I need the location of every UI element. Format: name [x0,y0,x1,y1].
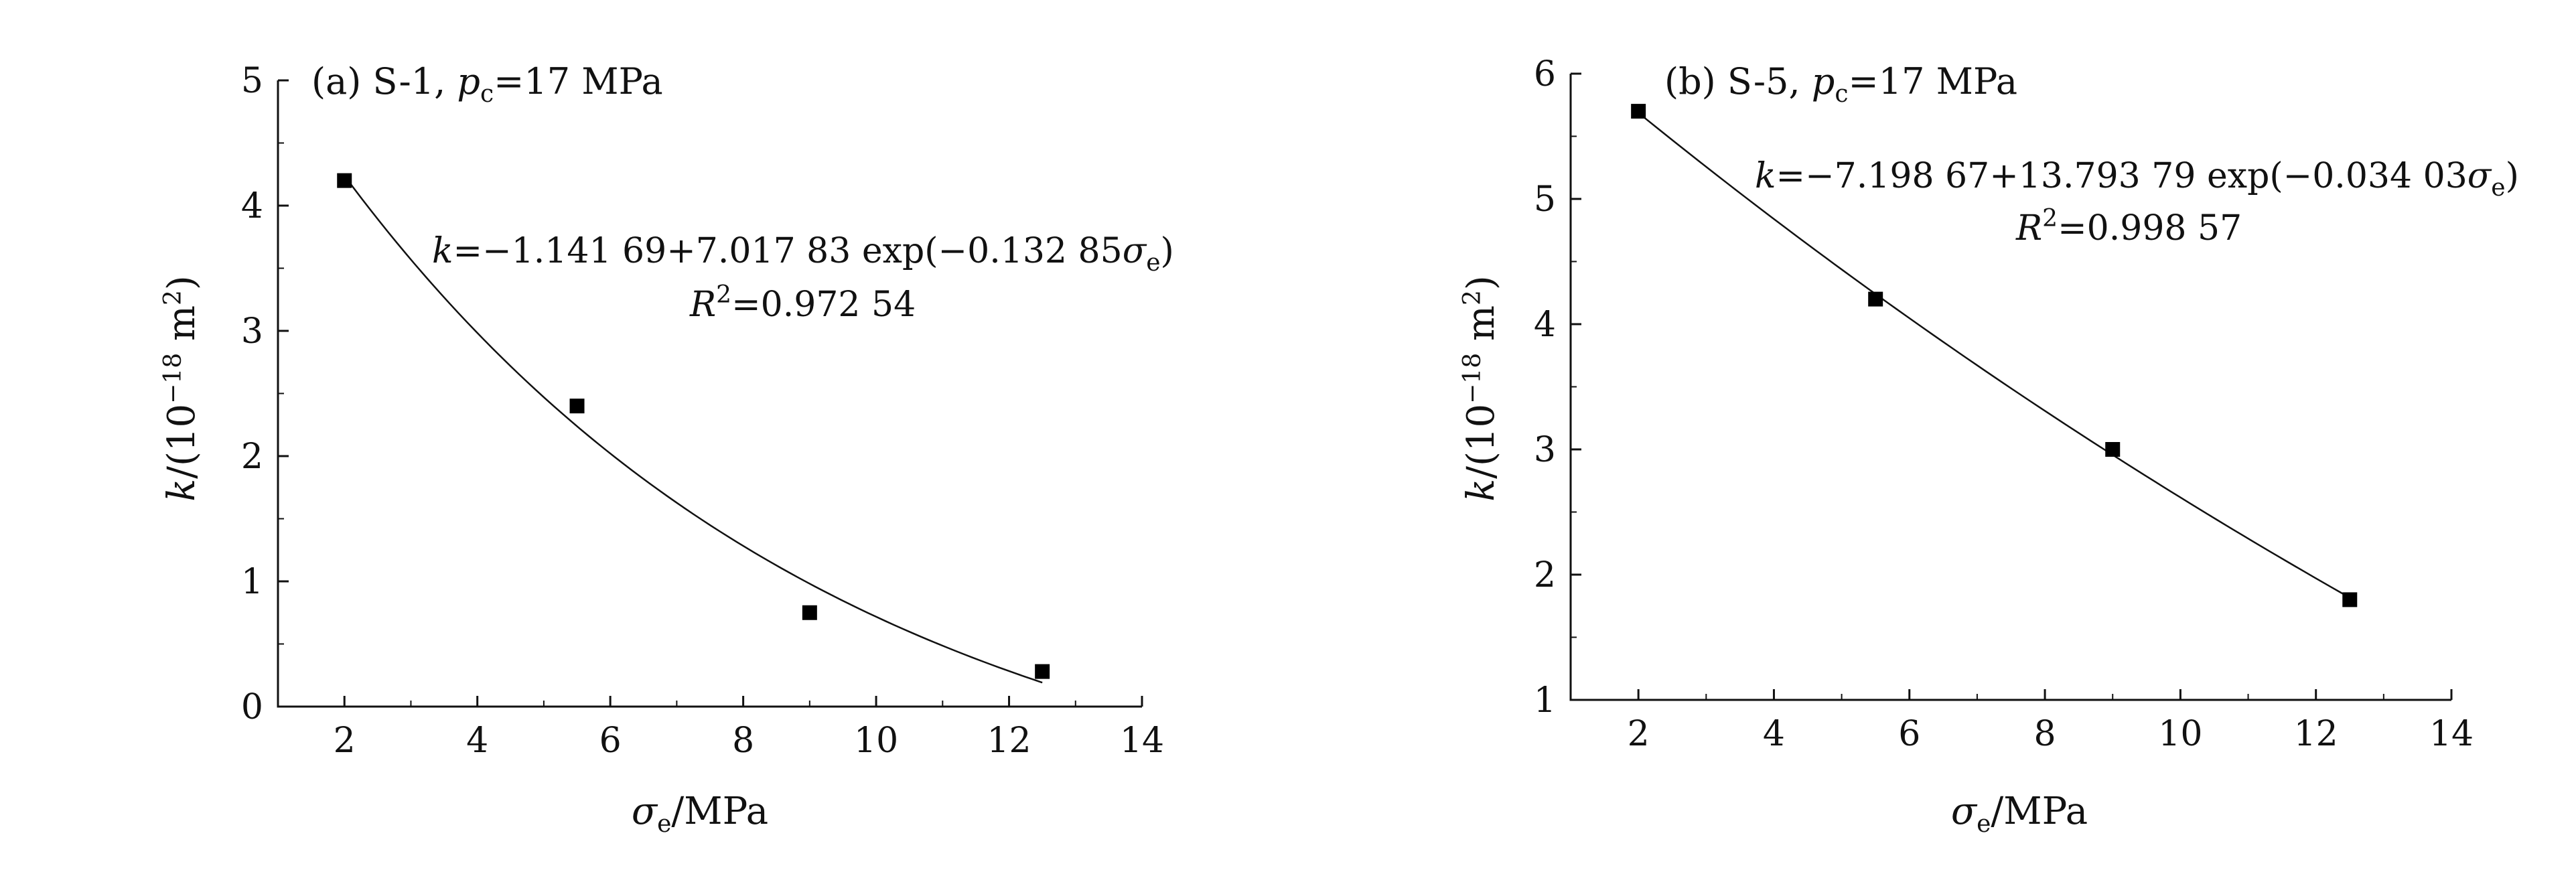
panel-b-r-squared: R2=0.998 57 [2015,205,2242,248]
panel-b-x-tick-label: 12 [2294,714,2338,754]
panel-a-data-point [1035,664,1050,679]
panel-b-x-tick-label: 4 [1763,714,1785,754]
panel-a-data-point [802,605,817,620]
panel-b-y-tick-label: 5 [1534,179,1556,220]
panel-b-y-axis-title: k/(10−18 m2) [1459,275,1503,502]
panel-b: (b) S-5, pc=17 MPa k=−7.198 67+13.793 79… [1459,54,2519,838]
panel-b-data-point [2342,592,2358,607]
panel-a-data-point [569,398,585,414]
panel-a-x-tick-label: 12 [987,721,1031,761]
panel-b-x-tick-label: 14 [2429,714,2474,754]
panel-b-y-tick-label: 2 [1534,555,1556,595]
panel-a-y-axis-title: k/(10−18 m2) [159,275,204,502]
panel-b-y-tick-label: 1 [1534,680,1556,721]
panel-b-x-tick-label: 10 [2158,714,2202,754]
panel-b-x-axis-title: σe/MPa [1951,790,2088,838]
panel-a-y-tick-label: 2 [241,437,263,477]
panel-a-x-tick-label: 8 [732,721,754,761]
panel-b-data-point [2105,442,2121,457]
panel-a-x-axis-title: σe/MPa [632,790,768,838]
panel-b-data-point [1868,291,1883,307]
panel-b-x-tick-label: 2 [1628,714,1650,754]
panel-a-r-squared: R2=0.972 54 [689,281,916,325]
panel-a-label: (a) S-1, pc=17 MPa [311,60,663,108]
panel-a-x-tick-label: 6 [599,721,622,761]
panel-a-y-tick-label: 5 [241,61,263,101]
panel-a-x-tick-label: 14 [1120,721,1164,761]
panel-b-x-tick-label: 8 [2034,714,2056,754]
panel-b-label: (b) S-5, pc=17 MPa [1664,60,2017,108]
panel-a-fit-curve [344,175,1043,684]
panel-a-x-tick-label: 2 [334,721,356,761]
panel-b-fit-curve [1638,112,2350,599]
panel-b-y-tick-label: 6 [1534,54,1556,94]
panel-a-fit-equation: k=−1.141 69+7.017 83 exp(−0.132 85σe) [432,231,1174,277]
panel-a-x-tick-label: 10 [854,721,898,761]
panel-a-y-tick-label: 3 [241,311,263,352]
panel-b-data-point [1631,104,1646,119]
panel-a-axes [277,80,1142,708]
panel-b-y-tick-label: 4 [1534,305,1556,345]
panel-a: (a) S-1, pc=17 MPa k=−1.141 69+7.017 83 … [159,60,1174,838]
panel-a-data-point [337,173,352,188]
panel-b-y-tick-label: 3 [1534,430,1556,470]
panel-b-fit-equation: k=−7.198 67+13.793 79 exp(−0.034 03σe) [1755,156,2519,202]
panel-a-x-tick-label: 4 [466,721,488,761]
panel-a-y-tick-label: 0 [241,687,263,727]
panel-a-y-tick-label: 4 [241,186,263,226]
panel-a-y-tick-label: 1 [241,562,263,602]
panel-b-x-tick-label: 6 [1898,714,1920,754]
